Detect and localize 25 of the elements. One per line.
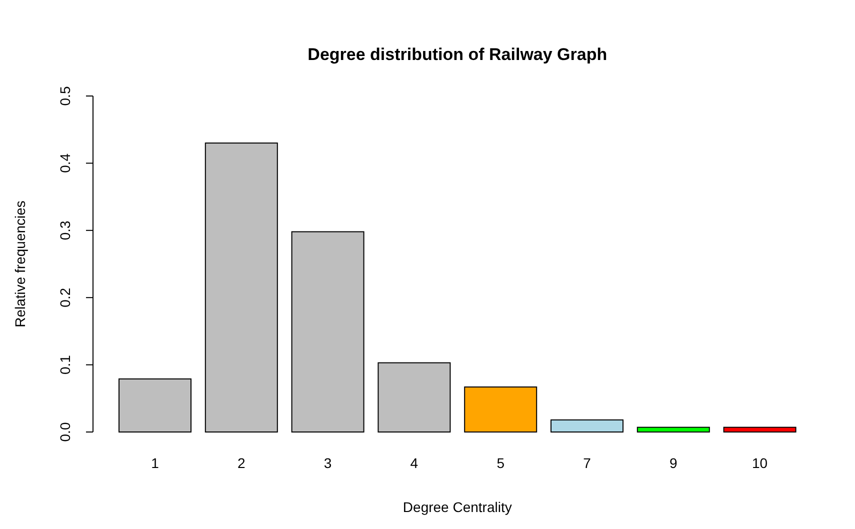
bar [550, 419, 624, 432]
bar [118, 378, 192, 432]
y-tick-label: 0.3 [57, 220, 73, 240]
y-tick-label: 0.5 [57, 86, 73, 106]
y-axis-title: Relative frequencies [12, 200, 28, 328]
bar [723, 426, 796, 432]
x-tick-label: 9 [670, 455, 678, 471]
y-tick-label: 0.0 [57, 422, 73, 442]
bar [464, 386, 538, 432]
y-tick-label: 0.2 [57, 288, 73, 308]
x-tick-label: 5 [496, 455, 505, 471]
chart-title: Degree distribution of Railway Graph [308, 45, 608, 64]
x-tick-label: 3 [324, 455, 332, 471]
x-tick-label: 1 [151, 455, 160, 471]
bar [378, 362, 451, 432]
y-tick-label: 0.4 [57, 153, 73, 173]
x-tick-label: 10 [752, 455, 768, 471]
bar [636, 426, 710, 432]
bar [291, 231, 364, 432]
x-tick-label: 7 [583, 455, 592, 471]
x-tick-label: 2 [238, 455, 246, 471]
y-tick-label: 0.1 [57, 354, 73, 375]
x-tick-label: 4 [410, 455, 418, 471]
x-axis-title: Degree Centrality [402, 499, 512, 515]
bar [204, 142, 278, 432]
